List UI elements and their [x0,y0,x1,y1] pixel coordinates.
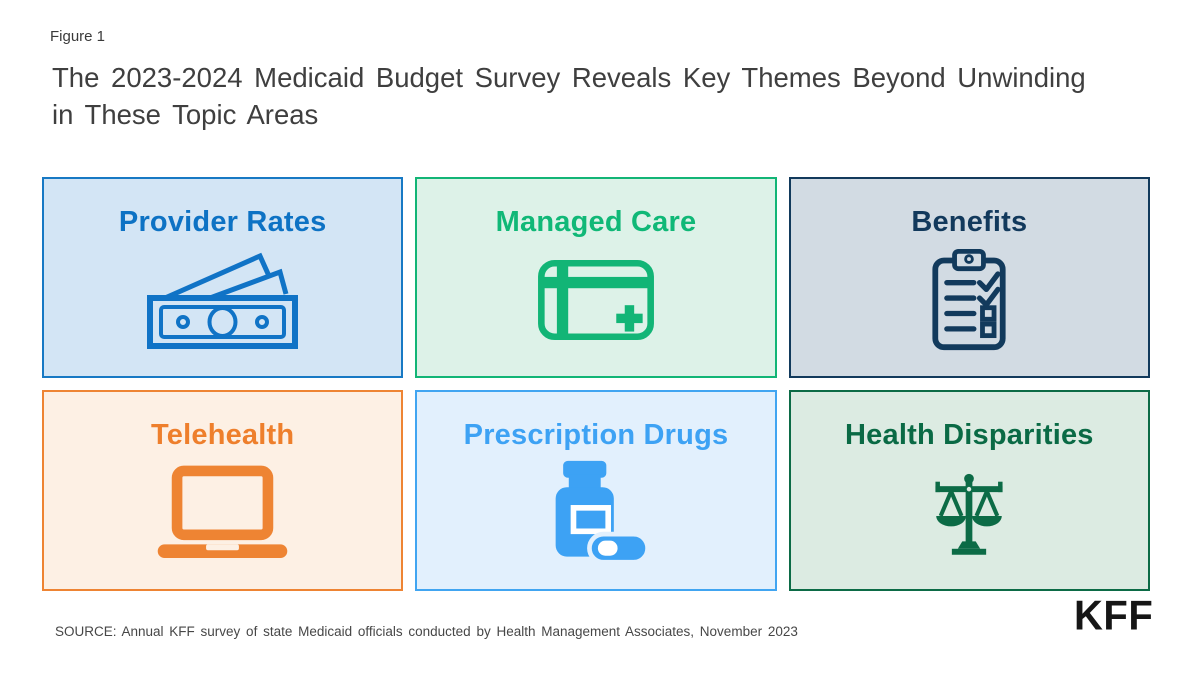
card-label-benefits: Benefits [911,206,1028,238]
title-line-1: The 2023-2024 Medicaid Budget Survey Rev… [52,62,1086,93]
card-label-managed-care: Managed Care [495,206,697,238]
title-line-2: in These Topic Areas [52,98,319,130]
card-prescription-drugs: Prescription Drugs [415,390,777,591]
figure-number: Figure 1 [50,28,106,45]
card-managed-care: Managed Care [415,177,777,378]
source-note: SOURCE: Annual KFF survey of state Medic… [55,624,798,639]
pill-bottle-icon [535,452,657,589]
kff-logo: KFF [1074,592,1154,640]
card-health-disparities: Health Disparities [788,390,1150,591]
topic-grid: Provider Rates Managed Care [42,177,1150,591]
card-label-prescription-drugs: Prescription Drugs [463,419,729,451]
card-provider-rates: Provider Rates [42,177,404,378]
card-benefits: Benefits [788,177,1150,378]
page-title: The 2023-2024 Medicaid Budget Survey Rev… [52,60,1162,133]
card-telehealth: Telehealth [42,390,404,591]
clipboard-checklist-icon [930,239,1008,376]
money-banknotes-icon [145,239,300,376]
card-label-health-disparities: Health Disparities [845,419,1094,451]
insurance-card-icon [537,239,655,376]
laptop-icon [150,452,295,589]
balance-scales-icon [928,452,1010,589]
card-label-provider-rates: Provider Rates [118,206,327,238]
card-label-telehealth: Telehealth [151,419,295,451]
